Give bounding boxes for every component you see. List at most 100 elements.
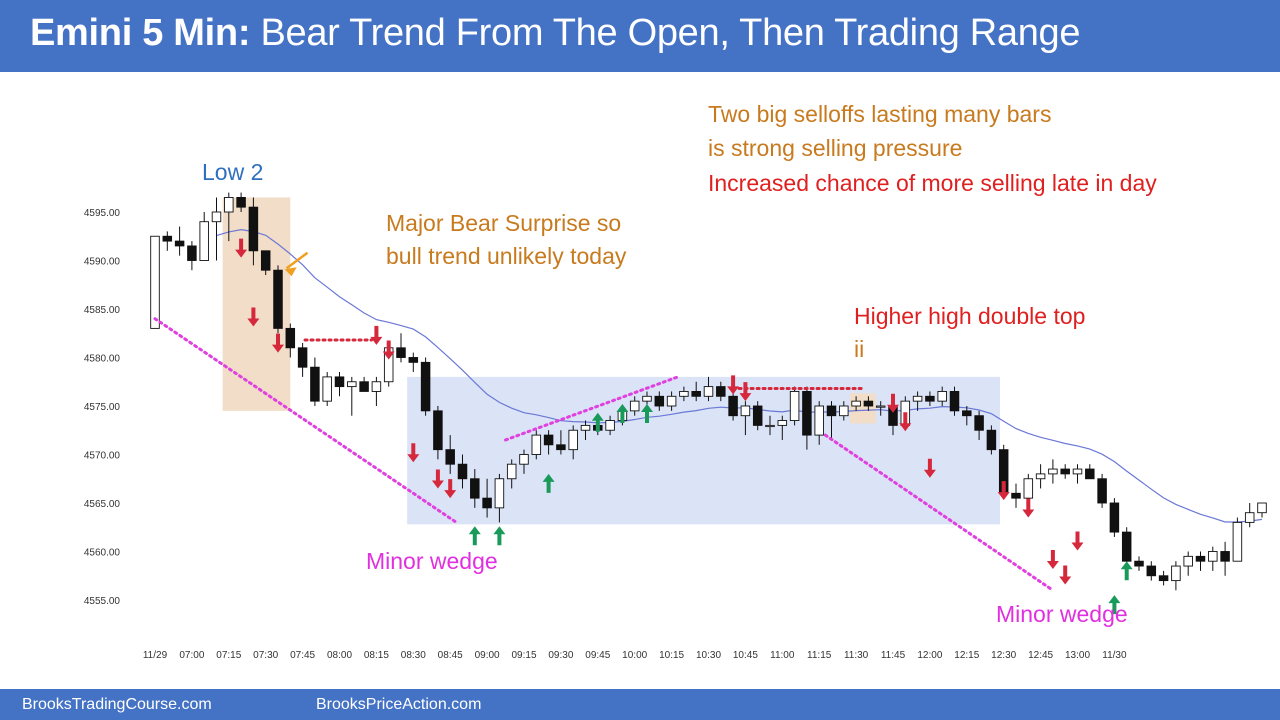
annotation-ii: ii <box>854 336 864 362</box>
candle-bull <box>1208 551 1218 562</box>
buy-signal-arrow <box>616 404 629 424</box>
candle-bull <box>506 463 517 480</box>
footer-link-brookspriceaction[interactable]: BrooksPriceAction.com <box>316 696 482 713</box>
candle-bear <box>482 497 492 509</box>
candle-bear <box>334 376 345 388</box>
buy-signal-arrow <box>1120 561 1133 581</box>
candle-bear <box>826 405 837 417</box>
y-tick-label: 4590.00 <box>84 257 121 268</box>
y-tick-label: 4580.00 <box>84 354 121 365</box>
candle-bear <box>949 391 960 412</box>
candle-bull <box>224 196 234 213</box>
sell-signal-arrow <box>1059 565 1072 585</box>
sell-signal-arrow <box>272 333 284 353</box>
x-tick-label: 10:45 <box>733 650 758 661</box>
candle-bull <box>519 454 529 465</box>
x-tick-label: 10:30 <box>696 650 721 661</box>
y-tick-label: 4575.00 <box>84 402 121 413</box>
x-tick-label: 11:45 <box>881 650 906 661</box>
annotation-bear-surprise: Major Bear Surprise so <box>386 210 621 236</box>
sell-signal-arrow <box>923 458 936 478</box>
candle-bear <box>310 366 320 402</box>
candle-bear <box>162 235 173 242</box>
x-tick-label: 08:00 <box>327 650 352 661</box>
candle-bear <box>863 400 874 407</box>
sell-signal-arrow <box>727 375 740 395</box>
sell-signal-arrow <box>1022 498 1035 518</box>
candle-bear <box>359 381 369 392</box>
wedge-line <box>823 433 1055 592</box>
candle-bear <box>1011 492 1021 499</box>
candle-bull <box>703 386 714 397</box>
candle-bear <box>187 245 197 261</box>
candle-bull <box>199 221 209 261</box>
sell-signal-arrow <box>370 325 383 345</box>
candle-bull <box>851 400 861 407</box>
sell-signal-arrow <box>382 340 395 360</box>
header-banner: Emini 5 Min: Bear Trend From The Open, T… <box>0 0 1280 72</box>
y-tick-label: 4585.00 <box>84 305 121 316</box>
candle-bear <box>236 196 246 208</box>
buy-signal-arrow <box>468 526 481 546</box>
candle-bull <box>666 395 677 407</box>
ema-layer <box>216 228 1263 523</box>
candle-bull <box>912 395 923 402</box>
candle-bull <box>580 424 591 431</box>
candle-bear <box>174 240 185 247</box>
sell-signal-arrow <box>1046 549 1059 569</box>
buy-signal-arrow <box>641 404 653 424</box>
x-tick-label: 11/30 <box>1102 650 1127 661</box>
sell-signal-arrow <box>407 443 420 463</box>
x-tick-label: 07:00 <box>179 650 204 661</box>
sell-signal-arrow <box>887 393 899 413</box>
candle-bear <box>1097 478 1107 504</box>
pointer-arrow-head <box>284 267 297 277</box>
x-tick-label: 12:45 <box>1028 650 1053 661</box>
footer-link-brookstradingcourse[interactable]: BrooksTradingCourse.com <box>22 696 212 713</box>
wedge-line <box>153 317 458 524</box>
sell-signal-arrow <box>431 469 444 489</box>
candle-bull <box>1048 468 1058 475</box>
candle-bull <box>568 429 578 451</box>
candlestick-chart: 4595.00 4590.00 4585.00 4580.00 4575.00 4570.… <box>84 101 1267 661</box>
candle-bull <box>322 376 332 402</box>
wedge-line <box>504 375 680 442</box>
candle-bear <box>986 429 997 451</box>
x-tick-label: 12:30 <box>991 650 1016 661</box>
sell-signal-arrow <box>235 238 248 258</box>
candle-bull <box>1257 502 1267 514</box>
x-tick-label: 08:30 <box>401 650 426 661</box>
candle-bear <box>408 357 419 363</box>
buy-signal-arrow <box>542 473 555 493</box>
candle-bear <box>1195 555 1206 562</box>
candle-bull <box>1035 473 1046 480</box>
sell-signal-arrow <box>997 481 1010 501</box>
candle-bear <box>457 463 468 480</box>
candle-bull <box>937 391 947 402</box>
candle-bull <box>211 211 222 223</box>
annotation-minor-wedge: Minor wedge <box>366 548 498 574</box>
x-tick-label: 08:45 <box>438 650 463 661</box>
x-tick-label: 12:15 <box>954 650 979 661</box>
annotation-selloffs: is strong selling pressure <box>708 135 962 161</box>
candle-bear <box>260 250 271 271</box>
y-tick-label: 4595.00 <box>84 208 121 219</box>
candle-bull <box>1171 565 1181 582</box>
candle-bear <box>556 444 566 451</box>
ema-line <box>216 228 1263 523</box>
candle-bull <box>629 400 640 412</box>
candle-bear <box>297 347 308 368</box>
candle-bull <box>777 420 788 426</box>
candle-bear <box>248 206 259 252</box>
candle-bear <box>802 391 812 436</box>
candle-bull <box>1183 555 1193 567</box>
x-tick-label: 08:15 <box>364 650 389 661</box>
candle-bear <box>716 386 726 397</box>
annotation-bear-surprise: bull trend unlikely today <box>386 243 627 269</box>
candle-bull <box>642 395 652 402</box>
overlay-layer <box>153 238 1133 615</box>
candle-bull <box>740 405 751 417</box>
candle-bull <box>679 391 689 397</box>
ii-box <box>849 393 876 424</box>
page-title-rest: Bear Trend From The Open, Then Trading R… <box>250 12 1081 54</box>
